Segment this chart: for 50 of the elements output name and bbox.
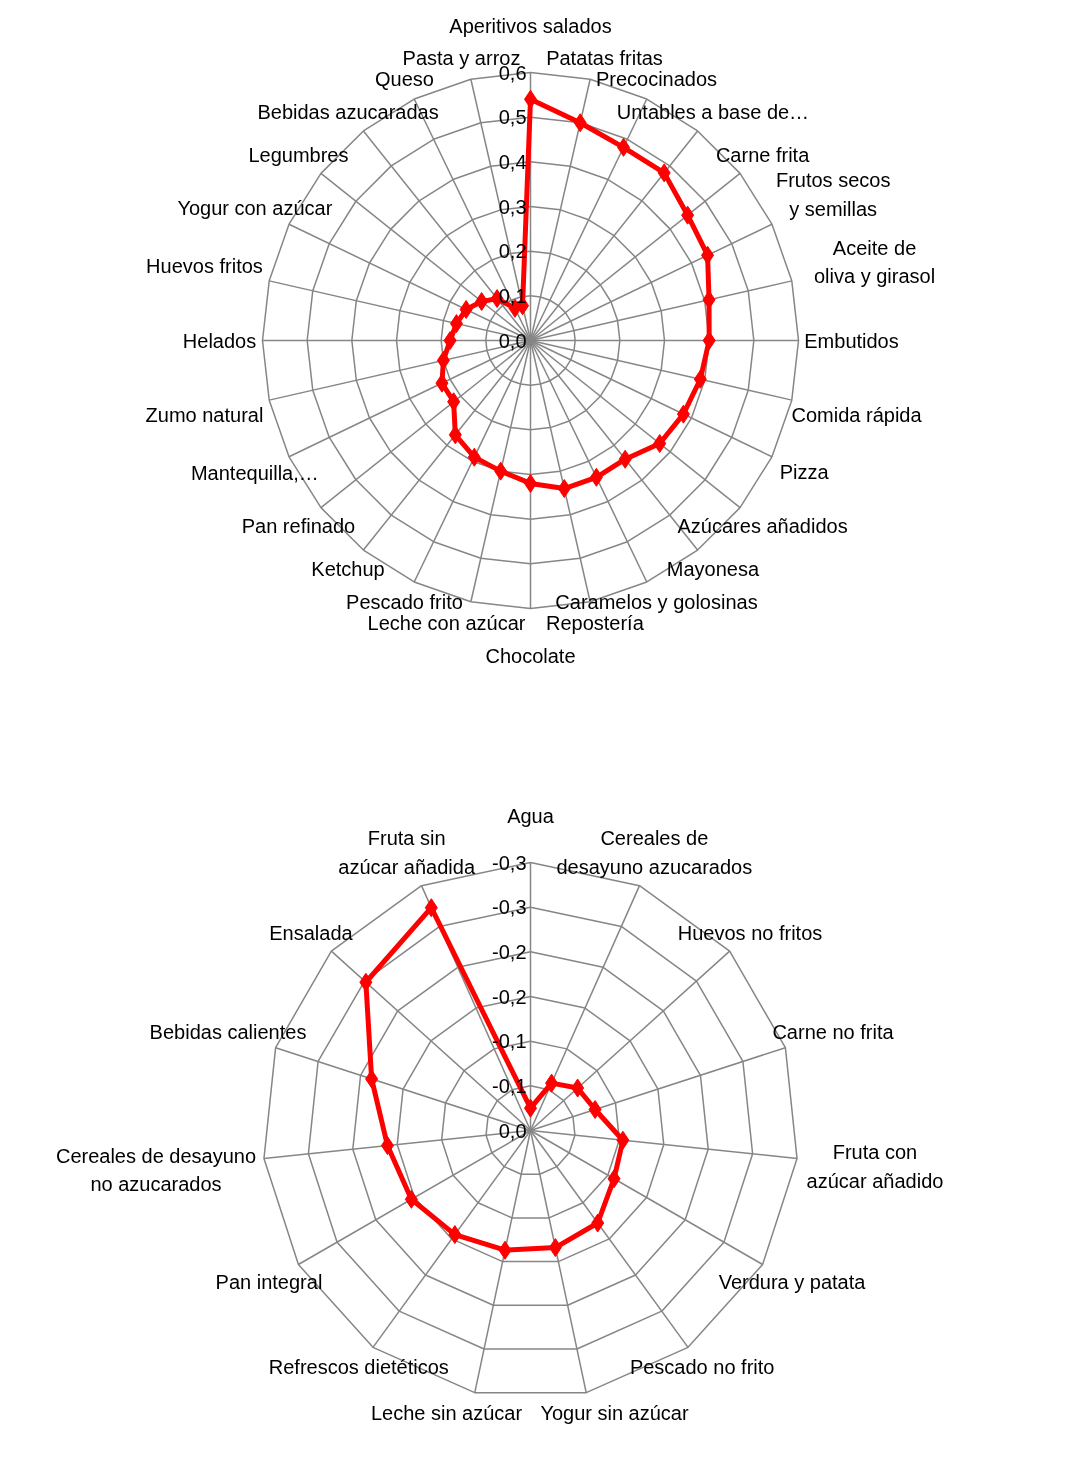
spoke-label: Mantequilla,… [190, 462, 319, 485]
spoke-label: Bebidas azucaradas [257, 100, 439, 123]
spoke-label: Yogur sin azúcar [540, 1402, 689, 1425]
spoke-label: Aceite de oliva y girasol [814, 236, 936, 288]
spoke-label: Aperitivos salados [449, 14, 612, 37]
spoke-label: Precocinados [595, 67, 718, 90]
y-tick-label: -0,2 [492, 940, 527, 963]
spoke-label: Legumbres [248, 144, 349, 167]
spoke-label: Repostería [545, 611, 645, 634]
spoke-label: Pan refinado [241, 514, 356, 537]
spoke-label: Huevos no fritos [677, 921, 823, 944]
spoke-label: Comida rápida [791, 403, 923, 426]
spoke-label: Ketchup [311, 558, 385, 581]
spoke-label: Cereales de desayuno azucarados [556, 827, 753, 878]
spoke-label: Leche con azúcar [367, 611, 526, 634]
spoke-label: Mayonesa [666, 558, 760, 581]
spoke-label: Embutidos [804, 329, 899, 352]
y-tick-label: -0,3 [492, 851, 527, 874]
y-tick-label: 0,4 [498, 150, 527, 173]
y-tick-label: 0,0 [498, 329, 527, 352]
spoke-label: Pizza [779, 461, 830, 484]
spoke-label: Ensalada [269, 921, 354, 944]
spoke-label: Patatas fritas [546, 47, 663, 70]
spoke-label: Huevos fritos [146, 255, 263, 278]
spoke-label: Azúcares añadidos [677, 514, 848, 537]
spoke-label: Agua [507, 804, 555, 827]
y-tick-label: -0,2 [492, 985, 527, 1008]
y-tick-label: 0,5 [498, 106, 527, 129]
spoke-label: Pescado no frito [629, 1355, 775, 1378]
spoke-label: Caramelos y golosinas [555, 591, 758, 614]
spoke-label: Fruta sin azúcar añadida [338, 827, 476, 878]
spoke-label: Pan integral [215, 1270, 323, 1293]
spoke-label: Queso [375, 67, 434, 90]
spoke-label: Leche sin azúcar [370, 1402, 523, 1425]
spoke-label: Refrescos dietéticos [268, 1355, 449, 1378]
spoke-label: Pescado frito [346, 591, 463, 614]
spoke-label: Chocolate [485, 644, 576, 667]
spoke-label: Frutos secos y semillas [775, 169, 891, 221]
spoke-label: Carne frita [715, 144, 811, 167]
spoke-label: Untables a base de… [616, 100, 810, 123]
spoke-label: Fruta con azúcar añadido [806, 1141, 944, 1193]
spoke-label: Yogur con azúcar [177, 196, 333, 219]
spoke-label: Verdura y patata [718, 1270, 867, 1293]
spoke-label: Carne no frita [772, 1021, 895, 1044]
spoke-label: Zumo natural [145, 403, 264, 426]
y-tick-label: 0,0 [498, 1119, 527, 1142]
spoke-label: Bebidas calientes [149, 1021, 307, 1044]
y-tick-label: -0,3 [492, 896, 527, 919]
spoke-label: Cereales de desayuno no azucarados [55, 1144, 257, 1196]
spoke-label: Helados [182, 329, 257, 352]
